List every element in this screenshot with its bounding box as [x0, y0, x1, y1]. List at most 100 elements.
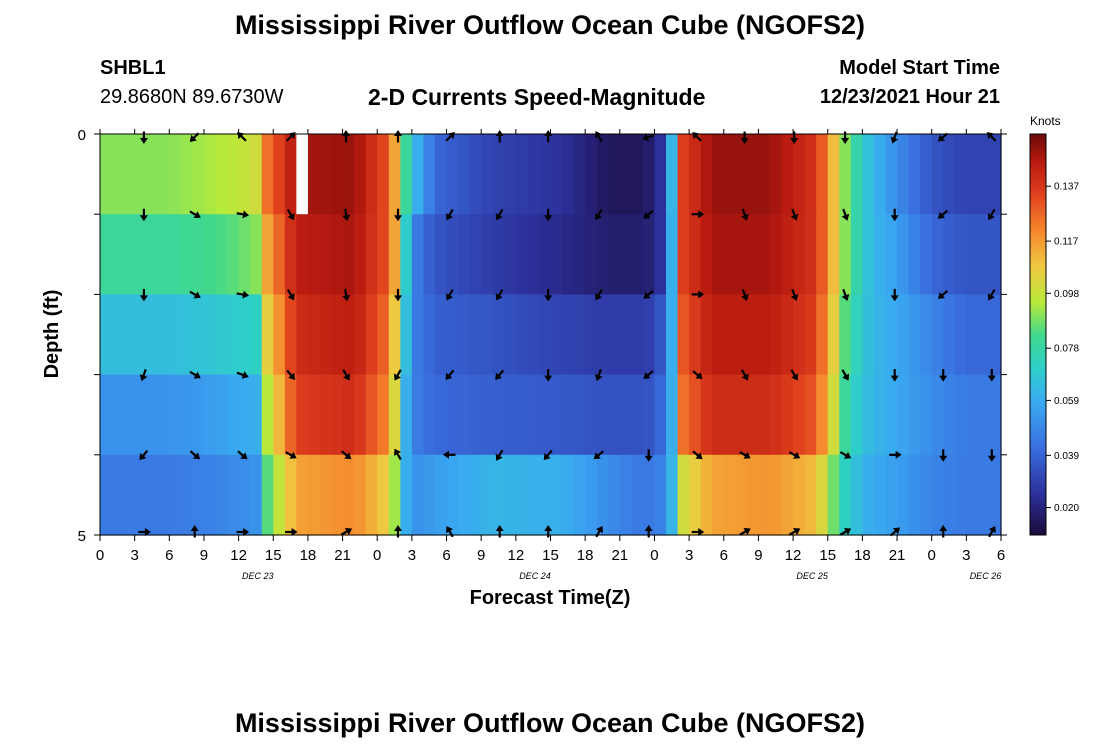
colorbar-tick-label: 0.078: [1054, 344, 1079, 355]
heatmap-cell: [273, 214, 286, 295]
heatmap-cell: [608, 454, 621, 536]
current-arrow: [890, 131, 899, 144]
heatmap-cell: [793, 294, 806, 376]
heatmap-cell: [954, 214, 967, 295]
missing-cell: [296, 134, 309, 215]
heatmap-cell: [134, 134, 147, 215]
heatmap-cell: [296, 454, 309, 536]
current-arrow: [340, 528, 353, 536]
current-arrow: [543, 449, 553, 461]
colorbar-tick-label: 0.098: [1054, 289, 1079, 300]
heatmap-cell: [619, 374, 632, 456]
current-arrow: [593, 450, 604, 460]
heatmap-cell: [562, 294, 575, 376]
x-tick-label: 3: [130, 547, 138, 564]
heatmap-cell: [781, 134, 794, 215]
heatmap-cell: [296, 374, 309, 456]
heatmap-cell: [816, 214, 829, 295]
heatmap-cell: [261, 294, 274, 376]
heatmap-cell: [261, 214, 274, 295]
heatmap-cell: [192, 454, 205, 536]
heatmap-cell: [227, 134, 240, 215]
current-arrow: [890, 208, 899, 222]
heatmap-cell: [111, 454, 124, 536]
heatmap-cell: [111, 134, 124, 215]
heatmap-cell: [816, 294, 829, 376]
x-tick-label: 18: [577, 547, 594, 564]
heatmap-cell: [469, 134, 482, 215]
heatmap-cell: [411, 134, 425, 215]
heatmap-cell: [273, 454, 286, 536]
heatmap-cell: [839, 134, 852, 215]
heatmap-cell: [203, 294, 217, 376]
current-arrow: [286, 289, 295, 301]
heatmap-cell: [793, 454, 806, 536]
heatmap-cell: [619, 294, 632, 376]
heatmap-cell: [827, 374, 840, 456]
heatmap-cell: [538, 294, 552, 376]
heatmap-cell: [746, 294, 760, 376]
heatmap-cell: [192, 134, 205, 215]
heatmap-cell: [585, 214, 598, 295]
heatmap-cell: [192, 294, 205, 376]
heatmap-cell: [804, 294, 817, 376]
x-tick-label: 21: [334, 547, 351, 564]
heatmap-cell: [227, 374, 240, 456]
heatmap-cell: [400, 454, 413, 536]
current-arrow: [495, 369, 505, 380]
current-arrow: [987, 449, 996, 462]
heatmap-cell: [284, 374, 297, 456]
heatmap-cell: [977, 374, 991, 456]
x-tick-label: 12: [508, 547, 525, 564]
heatmap-cell: [550, 214, 563, 295]
heatmap-cell: [781, 214, 794, 295]
heatmap-cell: [850, 374, 863, 456]
model-start-value: 12/23/2021 Hour 21: [819, 86, 1000, 108]
heatmap-cell: [284, 134, 297, 215]
current-arrow: [890, 369, 899, 382]
heatmap-cell: [354, 374, 367, 456]
heatmap-cell: [134, 294, 147, 376]
current-arrow: [342, 288, 351, 302]
heatmap-cell: [238, 374, 251, 456]
heatmap-cell: [735, 294, 748, 376]
heatmap-cell: [157, 134, 170, 215]
heatmap-cell: [400, 374, 413, 456]
current-arrow: [595, 208, 603, 221]
heatmap-cell: [816, 454, 829, 536]
current-arrow: [236, 528, 250, 536]
heatmap-cell: [712, 294, 725, 376]
heatmap-cell: [331, 134, 344, 215]
x-tick-label: 0: [373, 547, 381, 564]
heatmap-cell: [850, 294, 863, 376]
heatmap-cell: [180, 214, 194, 295]
heatmap-cell: [238, 214, 251, 295]
date-label: DEC 24: [519, 571, 551, 581]
heatmap-cell: [966, 454, 979, 536]
current-arrow: [643, 209, 654, 219]
heatmap-cell: [654, 294, 667, 376]
heatmap-cell: [862, 134, 875, 215]
x-axis: 0 3 6 9 12 15 18 21 0 3 6 9 12 15 18 21 0 3 6 9 12 15 18 21 0 3 6 D…: [96, 129, 1005, 581]
heatmap-cell: [943, 294, 956, 376]
y-axis: 05: [78, 127, 1007, 545]
colorbar-unit: Knots: [1030, 114, 1061, 128]
heatmap-cell: [192, 374, 205, 456]
heatmap-cell: [550, 374, 563, 456]
heatmap-cell: [146, 374, 159, 456]
x-tick-label: 21: [611, 547, 628, 564]
heatmap-cell: [111, 294, 124, 376]
heatmap-cell: [331, 214, 344, 295]
heatmap-cell: [689, 134, 702, 215]
heatmap-cell: [931, 214, 944, 295]
x-tick-label: 9: [754, 547, 762, 564]
current-arrow: [595, 289, 603, 301]
heatmap-cell: [446, 454, 459, 536]
heatmap-cell: [365, 454, 378, 536]
x-tick-label: 0: [96, 547, 104, 564]
heatmap-cell: [146, 454, 159, 536]
heatmap-cell: [573, 294, 586, 376]
heatmap-cell: [284, 214, 297, 295]
heatmap-cell: [897, 214, 910, 295]
current-arrow: [595, 130, 603, 143]
